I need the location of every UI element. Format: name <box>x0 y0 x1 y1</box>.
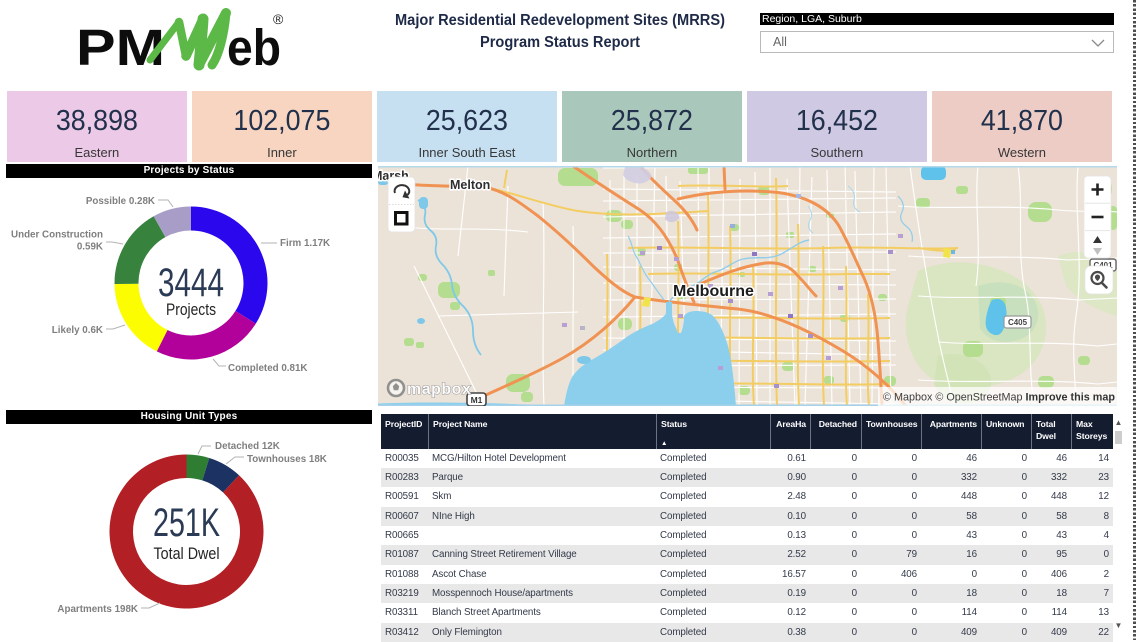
svg-text:Total Dwel: Total Dwel <box>154 544 220 563</box>
svg-text:Under Construction: Under Construction <box>11 230 103 241</box>
svg-text:M1: M1 <box>471 395 483 405</box>
svg-text:Major Residential Redevelopmen: Major Residential Redevelopment Sites (M… <box>395 12 725 29</box>
svg-text:0.59K: 0.59K <box>77 242 103 253</box>
svg-text:C405: C405 <box>1008 318 1028 327</box>
svg-text:Detached 12K: Detached 12K <box>215 441 280 452</box>
svg-text:Projects: Projects <box>166 301 216 319</box>
svg-text:Apartments 198K: Apartments 198K <box>57 604 138 615</box>
svg-text:© Mapbox © OpenStreetMap Impro: © Mapbox © OpenStreetMap Improve this ma… <box>883 392 1115 404</box>
svg-text:Townhouses 18K: Townhouses 18K <box>247 454 327 465</box>
svg-text:Melbourne: Melbourne <box>673 283 754 300</box>
svg-text:Possible 0.28K: Possible 0.28K <box>86 196 155 207</box>
svg-text:eb: eb <box>227 19 281 76</box>
svg-text:Melton: Melton <box>450 178 490 192</box>
svg-text:251K: 251K <box>153 501 220 545</box>
svg-text:Program Status Report: Program Status Report <box>480 34 640 51</box>
svg-text:Completed 0.81K: Completed 0.81K <box>228 363 308 374</box>
svg-text:PM: PM <box>76 19 165 76</box>
svg-text:Firm 1.17K: Firm 1.17K <box>280 238 330 249</box>
svg-text:Likely 0.6K: Likely 0.6K <box>52 325 103 336</box>
svg-text:C401: C401 <box>1093 261 1113 270</box>
svg-text:3444: 3444 <box>158 261 224 305</box>
svg-text:mapbox: mapbox <box>407 381 471 398</box>
svg-text:®: ® <box>273 11 284 27</box>
